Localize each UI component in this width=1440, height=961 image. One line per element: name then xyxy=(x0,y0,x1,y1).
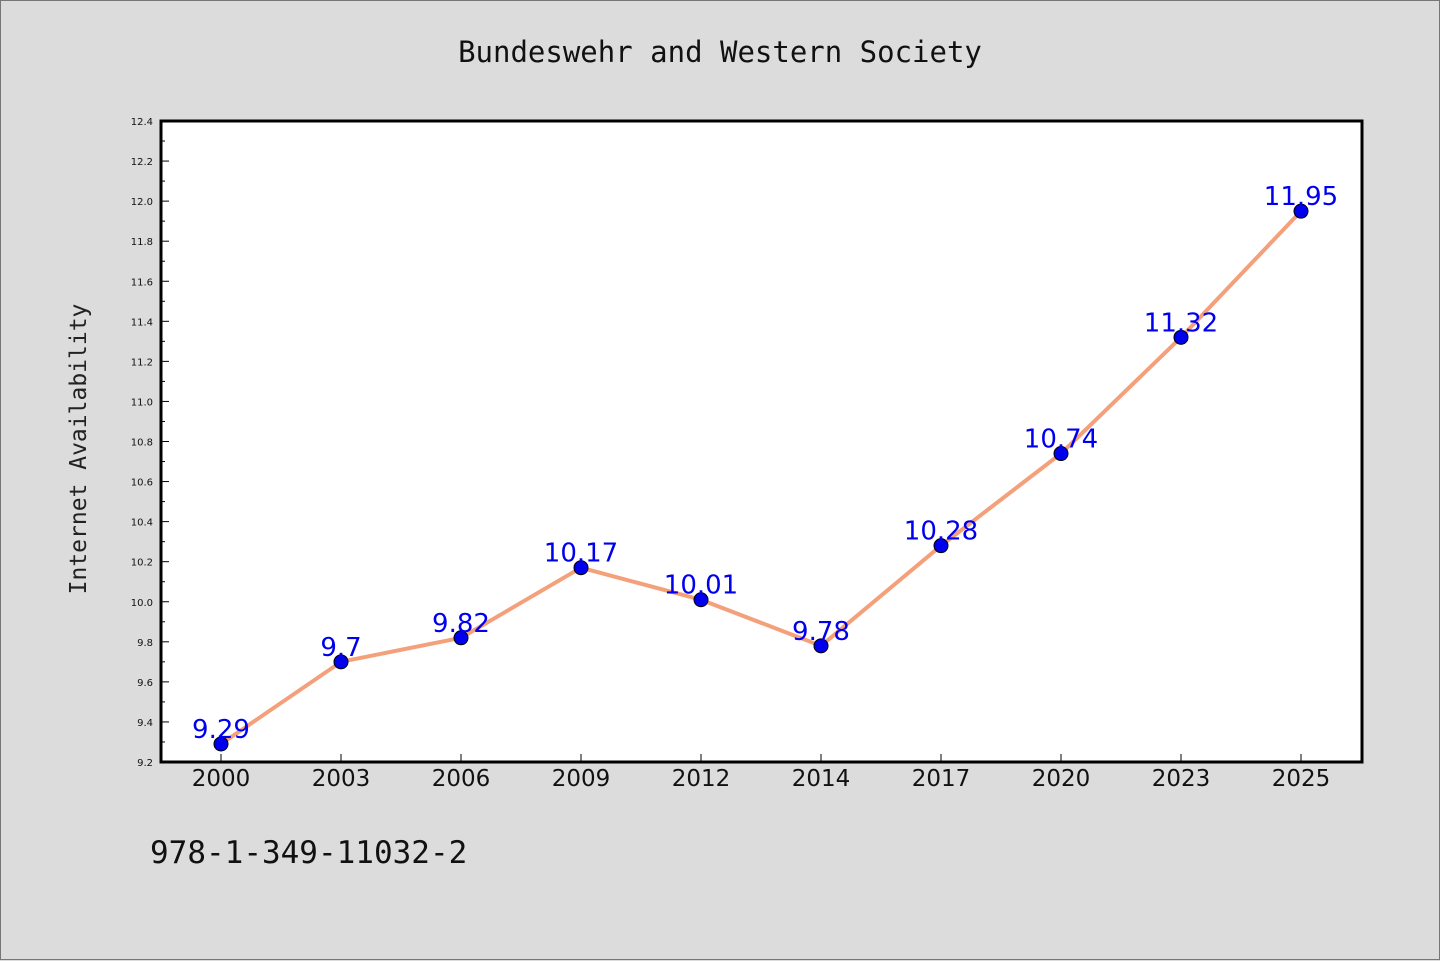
y-axis: 9.2 9.4 9.6 9.8 10.0 10.2 10.4 10.6 10.8 11.0 11.2… xyxy=(131,117,169,769)
isbn-text: 978-1-349-11032-2 xyxy=(150,835,468,871)
data-label: 10.28 xyxy=(904,517,978,547)
plot-area xyxy=(159,119,1364,764)
data-label: 10.01 xyxy=(664,571,738,601)
series-group: 9.29 9.7 9.82 10.17 10.01 9.78 10.28 10.74 11.32… xyxy=(192,182,1338,752)
y-tick-label: 11.2 xyxy=(131,357,153,368)
data-point xyxy=(573,560,589,576)
data-point xyxy=(333,654,349,670)
x-tick-label: 2012 xyxy=(672,766,731,792)
x-tick-label: 2014 xyxy=(792,766,851,792)
x-tick-label: 2000 xyxy=(192,766,251,792)
data-label: 10.17 xyxy=(544,539,618,569)
x-tick-label: 2003 xyxy=(312,766,371,792)
y-tick-label: 11.4 xyxy=(131,317,153,328)
y-axis-label: Internet Availability xyxy=(66,304,92,595)
y-tick-label: 10.4 xyxy=(131,518,153,529)
x-tick-label: 2009 xyxy=(552,766,611,792)
y-tick-label: 10.6 xyxy=(131,478,153,489)
data-point xyxy=(1293,203,1309,219)
data-point xyxy=(933,538,949,554)
data-point xyxy=(1053,446,1069,462)
x-tick-label: 2020 xyxy=(1032,766,1091,792)
data-label: 11.32 xyxy=(1144,308,1218,338)
data-label: 9.29 xyxy=(192,715,250,745)
data-point xyxy=(1173,329,1189,345)
data-label: 9.78 xyxy=(792,617,850,647)
y-tick-label: 9.4 xyxy=(137,718,153,729)
data-label: 10.74 xyxy=(1024,425,1098,455)
data-label: 11.95 xyxy=(1264,182,1338,212)
y-tick-label: 9.2 xyxy=(137,758,153,769)
series-line xyxy=(219,209,1303,746)
x-tick-label: 2025 xyxy=(1272,766,1331,792)
y-tick-label: 12.0 xyxy=(131,197,153,208)
y-tick-label: 11.6 xyxy=(131,277,153,288)
chart-title: Bundeswehr and Western Society xyxy=(458,35,982,69)
y-tick-label: 9.8 xyxy=(137,638,153,649)
x-tick-label: 2017 xyxy=(912,766,971,792)
y-tick-label: 12.2 xyxy=(131,157,153,168)
x-tick-label: 2023 xyxy=(1152,766,1211,792)
data-label: 9.7 xyxy=(320,633,361,663)
data-point xyxy=(813,638,829,654)
y-tick-label: 10.0 xyxy=(131,598,153,609)
y-tick-label: 10.2 xyxy=(131,558,153,569)
y-tick-label: 11.0 xyxy=(131,397,153,408)
y-tick-label: 12.4 xyxy=(131,117,153,128)
y-tick-label: 11.8 xyxy=(131,237,153,248)
y-tick-label: 9.6 xyxy=(137,678,153,689)
data-point xyxy=(693,592,709,608)
x-tick-label: 2006 xyxy=(432,766,491,792)
data-point xyxy=(453,630,469,646)
x-axis: 2000 2003 2006 2009 2012 2014 2017 2020 2023 2025 xyxy=(192,754,1331,792)
y-tick-label: 10.8 xyxy=(131,438,153,449)
data-label: 9.82 xyxy=(432,609,490,639)
data-point xyxy=(213,736,229,752)
